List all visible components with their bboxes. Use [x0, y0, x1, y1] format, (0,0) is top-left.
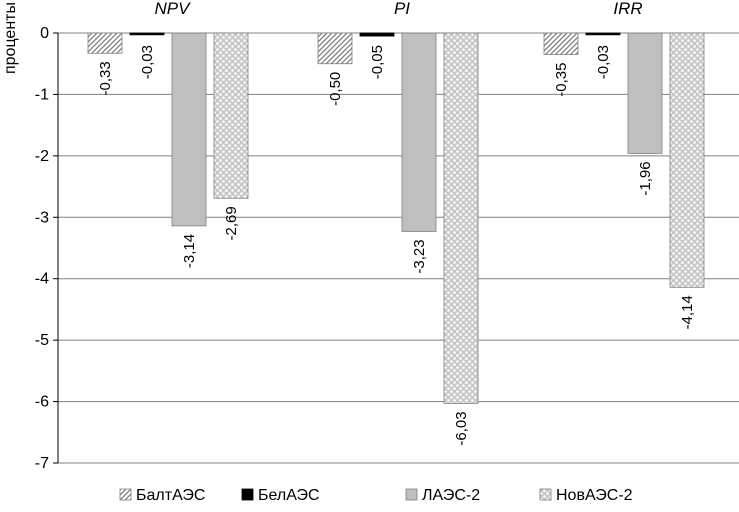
bar: [401, 32, 437, 232]
y-tick-label: -4: [35, 271, 49, 288]
bar: [443, 32, 479, 404]
data-label: -1,96: [637, 161, 654, 195]
data-label: -0,50: [327, 72, 344, 106]
category-label: IRR: [613, 0, 642, 18]
bar: [669, 32, 705, 288]
data-label: -6,03: [453, 411, 470, 445]
legend-label: НовАЭС-2: [556, 487, 633, 504]
bar: [627, 32, 663, 154]
legend-label: БалтАЭС: [136, 487, 205, 504]
legend-swatch: [119, 488, 132, 501]
data-label: -2,69: [223, 206, 240, 240]
data-label: -0,03: [139, 45, 156, 79]
bar: [213, 32, 249, 199]
y-tick-label: -5: [35, 332, 49, 349]
bar: [585, 32, 621, 36]
y-axis-title: проценты: [2, 2, 19, 74]
y-tick-label: -2: [35, 148, 49, 165]
bar: [543, 32, 579, 55]
data-label: -4,14: [679, 295, 696, 329]
bar: [129, 32, 165, 36]
legend-label: БелАЭС: [258, 487, 320, 504]
bar: [87, 32, 123, 54]
y-tick-label: 0: [40, 25, 49, 42]
category-label: PI: [394, 0, 410, 18]
y-tick-label: -1: [35, 86, 49, 103]
y-tick-label: -7: [35, 455, 49, 472]
data-label: -0,05: [369, 45, 386, 79]
bar: [317, 32, 353, 65]
legend-label: ЛАЭС-2: [422, 487, 480, 504]
category-label: NPV: [155, 0, 192, 18]
legend-swatch: [241, 488, 254, 501]
bar: [359, 32, 395, 37]
y-tick-label: -3: [35, 209, 49, 226]
legend-swatch: [405, 488, 418, 501]
data-label: -0,35: [553, 63, 570, 97]
data-label: -0,33: [97, 61, 114, 95]
y-tick-label: -6: [35, 394, 49, 411]
data-label: -3,23: [411, 239, 428, 273]
data-label: -3,14: [181, 234, 198, 268]
bar: [171, 32, 207, 227]
legend-swatch: [539, 488, 552, 501]
data-label: -0,03: [595, 45, 612, 79]
